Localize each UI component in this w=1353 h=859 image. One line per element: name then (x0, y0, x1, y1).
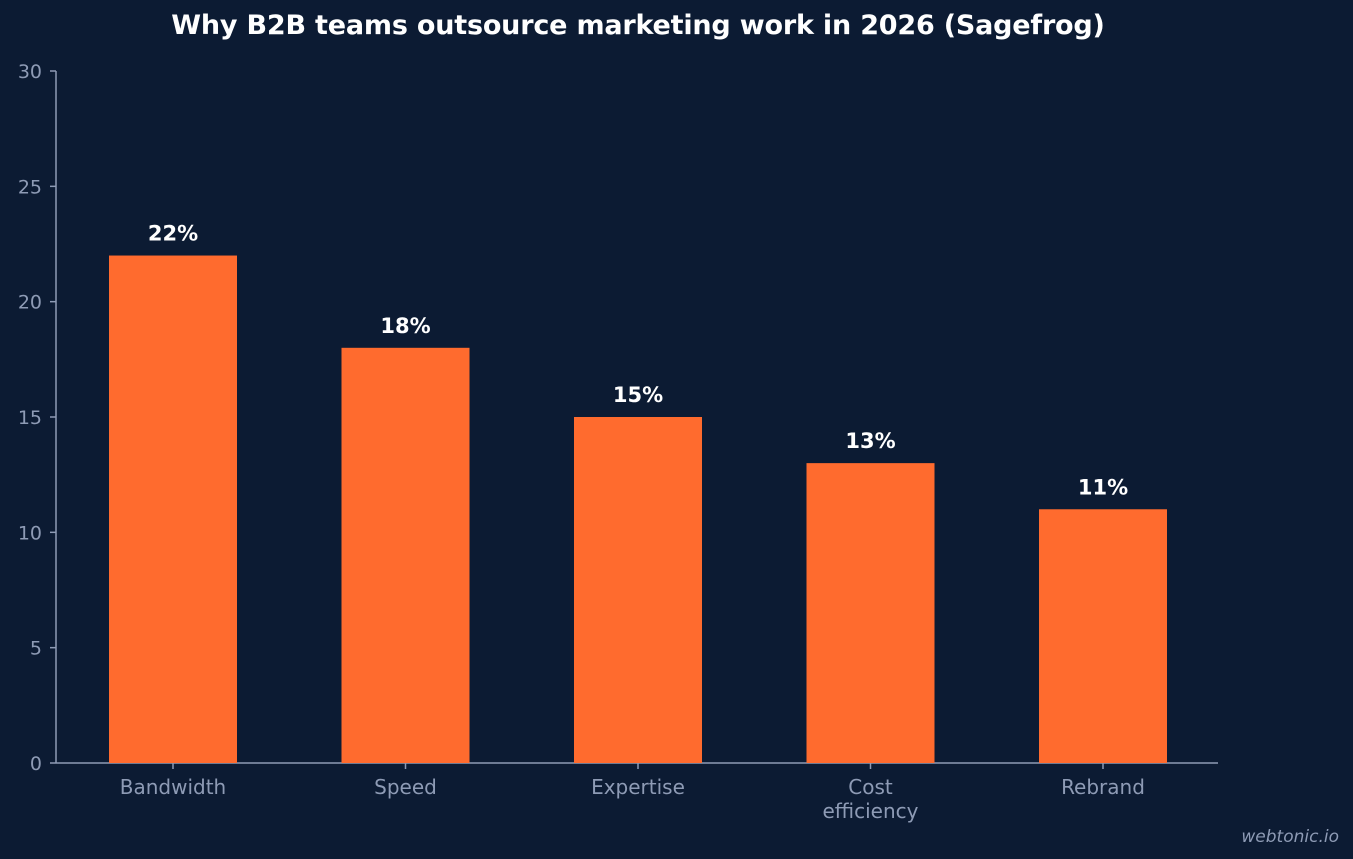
value-label: 18% (380, 314, 430, 338)
value-label: 15% (613, 383, 663, 407)
value-label: 13% (845, 429, 895, 453)
value-label: 22% (148, 222, 198, 246)
bars (109, 255, 1167, 764)
y-tick-label: 30 (18, 61, 42, 83)
bar-cost-efficiency (806, 463, 935, 763)
bar-bandwidth (109, 255, 237, 764)
x-tick-label: Expertise (591, 775, 685, 799)
y-tick-label: 20 (18, 292, 42, 314)
y-tick-label: 5 (30, 638, 42, 660)
y-tick-label: 15 (18, 407, 42, 429)
bar-rebrand (1039, 509, 1167, 763)
x-tick-label: Rebrand (1061, 775, 1145, 799)
x-tick-label: Speed (374, 775, 437, 799)
labels: 22% Bandwidth 18% Speed 15% Expertise 13% Cost e… (120, 222, 1145, 823)
bar-speed (341, 347, 470, 763)
watermark: webtonic.io (1241, 827, 1339, 847)
value-label: 11% (1078, 475, 1128, 499)
chart-title: Why B2B teams outsource marketing work i… (171, 10, 1105, 41)
y-tick-label: 25 (18, 176, 42, 198)
bar-expertise (574, 417, 702, 763)
x-tick-label: Cost efficiency (822, 775, 918, 823)
y-tick-label: 0 (30, 753, 42, 775)
y-tick-label: 10 (18, 522, 42, 544)
x-tick-label: Bandwidth (120, 775, 226, 799)
